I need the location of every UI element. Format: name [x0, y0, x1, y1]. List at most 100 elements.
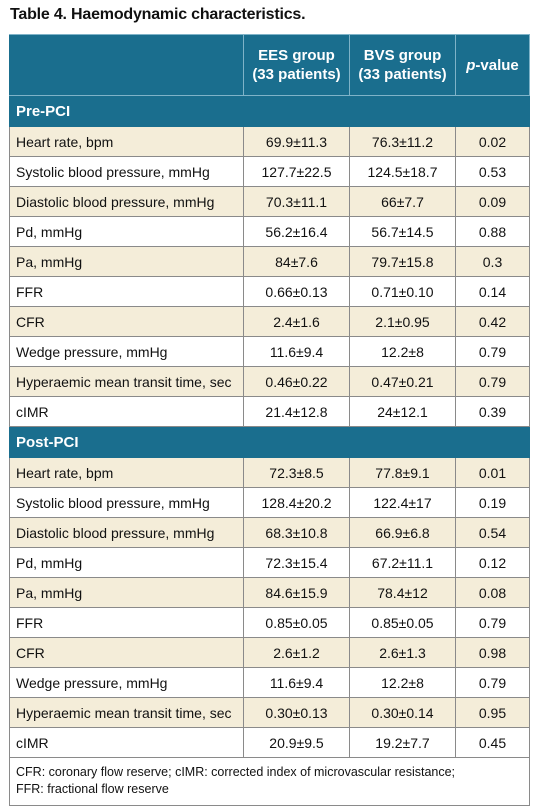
table-row: Pd, mmHg 72.3±15.4 67.2±11.1 0.12 [9, 547, 530, 578]
bvs-value: 19.2±7.7 [349, 727, 456, 758]
bvs-value: 67.2±11.1 [349, 547, 456, 578]
table-row: Wedge pressure, mmHg 11.6±9.4 12.2±8 0.79 [9, 336, 530, 367]
ees-value: 2.4±1.6 [243, 306, 350, 337]
p-value: 0.08 [455, 577, 530, 608]
table-row: Pa, mmHg 84±7.6 79.7±15.8 0.3 [9, 246, 530, 277]
row-label: Wedge pressure, mmHg [9, 336, 244, 367]
row-label: Pa, mmHg [9, 577, 244, 608]
table-row: Heart rate, bpm 69.9±11.3 76.3±11.2 0.02 [9, 126, 530, 157]
table-row: Pa, mmHg 84.6±15.9 78.4±12 0.08 [9, 577, 530, 608]
bvs-value: 66.9±6.8 [349, 517, 456, 548]
header-bvs: BVS group (33 patients) [349, 34, 456, 96]
table-row: Diastolic blood pressure, mmHg 68.3±10.8 6… [9, 517, 530, 548]
p-value: 0.53 [455, 156, 530, 187]
p-value: 0.09 [455, 186, 530, 217]
p-value: 0.12 [455, 547, 530, 578]
p-value: 0.54 [455, 517, 530, 548]
table-row: Pd, mmHg 56.2±16.4 56.7±14.5 0.88 [9, 216, 530, 247]
row-label: Diastolic blood pressure, mmHg [9, 186, 244, 217]
row-label: FFR [9, 276, 244, 307]
row-label: cIMR [9, 727, 244, 758]
bvs-value: 122.4±17 [349, 487, 456, 518]
bvs-value: 0.30±0.14 [349, 697, 456, 728]
header-ees-line1: EES group [258, 47, 335, 64]
ees-value: 84±7.6 [243, 246, 350, 277]
table-row: Hyperaemic mean transit time, sec 0.46±0.… [9, 366, 530, 397]
ees-value: 0.85±0.05 [243, 607, 350, 638]
ees-value: 68.3±10.8 [243, 517, 350, 548]
row-label: Systolic blood pressure, mmHg [9, 156, 244, 187]
bvs-value: 24±12.1 [349, 396, 456, 427]
header-pvalue: p-value [455, 34, 530, 96]
header-p-rest: -value [475, 56, 519, 74]
table-row: cIMR 21.4±12.8 24±12.1 0.39 [9, 396, 530, 427]
table-row: cIMR 20.9±9.5 19.2±7.7 0.45 [9, 727, 530, 758]
row-label: Diastolic blood pressure, mmHg [9, 517, 244, 548]
row-label: CFR [9, 637, 244, 668]
table-row: Heart rate, bpm 72.3±8.5 77.8±9.1 0.01 [9, 457, 530, 488]
ees-value: 72.3±15.4 [243, 547, 350, 578]
table-row: Diastolic blood pressure, mmHg 70.3±11.1 6… [9, 186, 530, 217]
bvs-value: 0.47±0.21 [349, 366, 456, 397]
ees-value: 72.3±8.5 [243, 457, 350, 488]
ees-value: 69.9±11.3 [243, 126, 350, 157]
bvs-value: 2.1±0.95 [349, 306, 456, 337]
table-row: Hyperaemic mean transit time, sec 0.30±0.… [9, 697, 530, 728]
ees-value: 84.6±15.9 [243, 577, 350, 608]
footnote-line2: FFR: fractional flow reserve [16, 782, 169, 796]
table-row: Systolic blood pressure, mmHg 127.7±22.5 1… [9, 156, 530, 187]
header-ees-line2: (33 patients) [252, 66, 341, 83]
p-value: 0.79 [455, 336, 530, 367]
p-value: 0.14 [455, 276, 530, 307]
p-value: 0.01 [455, 457, 530, 488]
ees-value: 11.6±9.4 [243, 336, 350, 367]
ees-value: 127.7±22.5 [243, 156, 350, 187]
ees-value: 11.6±9.4 [243, 667, 350, 698]
row-label: CFR [9, 306, 244, 337]
bvs-value: 66±7.7 [349, 186, 456, 217]
p-value: 0.3 [455, 246, 530, 277]
p-value: 0.42 [455, 306, 530, 337]
section-header-row: Post-PCI [9, 426, 530, 458]
p-value: 0.79 [455, 667, 530, 698]
header-bvs-line2: (33 patients) [358, 66, 447, 83]
table-body: Pre-PCI Heart rate, bpm 69.9±11.3 76.3±11.2… [9, 95, 530, 758]
p-value: 0.79 [455, 366, 530, 397]
section-title: Post-PCI [9, 426, 530, 458]
p-value: 0.39 [455, 396, 530, 427]
ees-value: 0.66±0.13 [243, 276, 350, 307]
p-value: 0.02 [455, 126, 530, 157]
row-label: FFR [9, 607, 244, 638]
row-label: Heart rate, bpm [9, 126, 244, 157]
bvs-value: 0.71±0.10 [349, 276, 456, 307]
row-label: Pa, mmHg [9, 246, 244, 277]
row-label: Pd, mmHg [9, 216, 244, 247]
header-ees: EES group (33 patients) [243, 34, 350, 96]
bvs-value: 12.2±8 [349, 667, 456, 698]
ees-value: 70.3±11.1 [243, 186, 350, 217]
row-label: Hyperaemic mean transit time, sec [9, 366, 244, 397]
table-container: EES group (33 patients) BVS group (33 pa… [9, 34, 530, 806]
bvs-value: 79.7±15.8 [349, 246, 456, 277]
p-value: 0.88 [455, 216, 530, 247]
header-bvs-line1: BVS group [363, 47, 442, 64]
bvs-value: 56.7±14.5 [349, 216, 456, 247]
p-value: 0.98 [455, 637, 530, 668]
row-label: Heart rate, bpm [9, 457, 244, 488]
row-label: Pd, mmHg [9, 547, 244, 578]
ees-value: 21.4±12.8 [243, 396, 350, 427]
header-p-italic: p [466, 56, 476, 74]
row-label: cIMR [9, 396, 244, 427]
bvs-value: 76.3±11.2 [349, 126, 456, 157]
ees-value: 2.6±1.2 [243, 637, 350, 668]
table-caption: Table 4. Haemodynamic characteristics. [10, 6, 306, 23]
p-value: 0.79 [455, 607, 530, 638]
ees-value: 56.2±16.4 [243, 216, 350, 247]
ees-value: 20.9±9.5 [243, 727, 350, 758]
row-label: Wedge pressure, mmHg [9, 667, 244, 698]
header-row: EES group (33 patients) BVS group (33 pa… [9, 34, 530, 96]
bvs-value: 2.6±1.3 [349, 637, 456, 668]
row-label: Systolic blood pressure, mmHg [9, 487, 244, 518]
section-title: Pre-PCI [9, 95, 530, 127]
bvs-value: 78.4±12 [349, 577, 456, 608]
